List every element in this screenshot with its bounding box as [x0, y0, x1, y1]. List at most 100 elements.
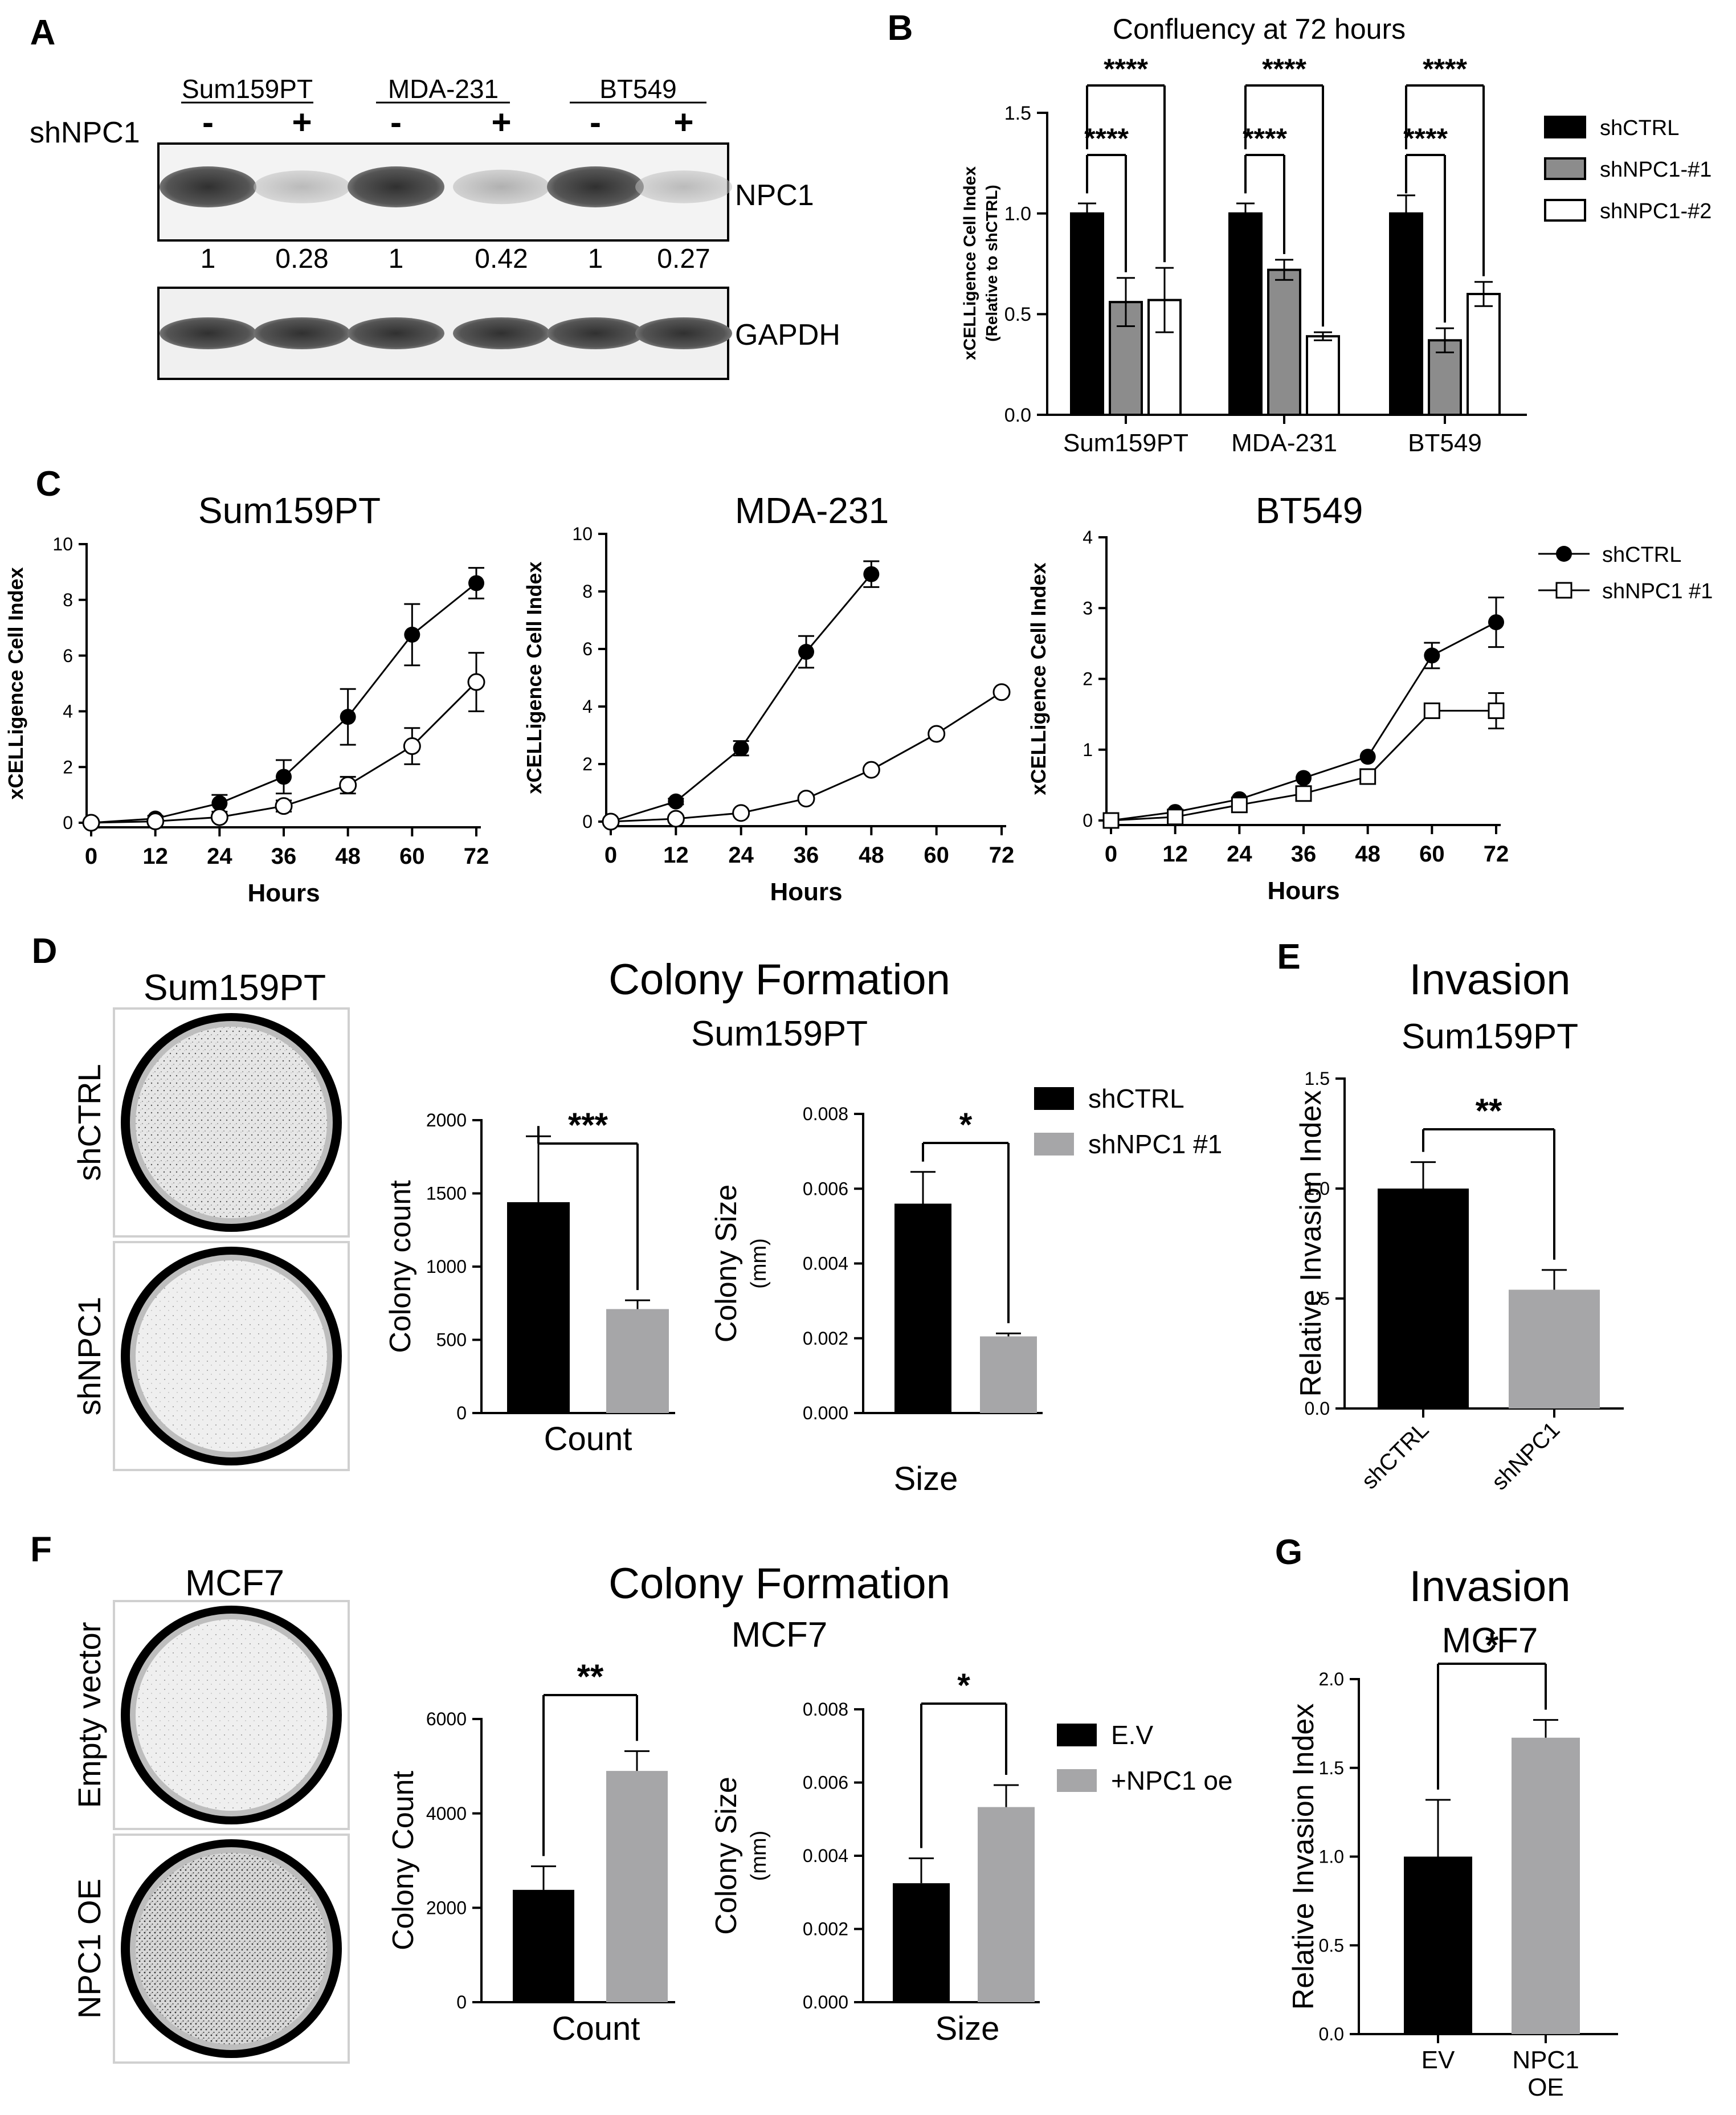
- data-point: [467, 673, 485, 691]
- y-tick-label: 8: [582, 581, 593, 602]
- y-tick-label: 0.008: [803, 1104, 848, 1124]
- legend-swatch: [1544, 157, 1586, 180]
- data-point: [928, 725, 946, 743]
- y-tick-label: 0.002: [803, 1919, 848, 1940]
- data-point: [1102, 812, 1120, 829]
- chart-title: MDA-231: [735, 490, 889, 531]
- y-tick-label: 1.5: [1319, 1758, 1344, 1778]
- data-point: [276, 769, 292, 785]
- bar: [1378, 1189, 1469, 1408]
- treatment-sign: +: [673, 103, 693, 141]
- heading-subtitle: Sum159PT: [1402, 1017, 1578, 1056]
- data-point: [275, 797, 293, 815]
- y-tick-label: 2: [1083, 669, 1093, 689]
- y-axis-label-secondary: (Relative to shCTRL): [983, 185, 1000, 341]
- x-axis-label: Size: [894, 1460, 958, 1497]
- chart-title: Sum159PT: [198, 490, 381, 531]
- significance-label: *: [1485, 1626, 1499, 1664]
- x-axis-label: Count: [544, 1420, 632, 1457]
- y-tick-label: 0.5: [1319, 1935, 1344, 1955]
- y-axis-label: Colony Count: [387, 1770, 420, 1950]
- y-tick-label: 2.0: [1319, 1669, 1344, 1689]
- blot-band: [348, 166, 444, 207]
- y-tick-label: 10: [52, 534, 73, 554]
- bar: [980, 1336, 1037, 1413]
- y-tick-label: 1.0: [1004, 203, 1031, 225]
- legend-marker: [1555, 582, 1572, 599]
- legend-label: shNPC1 #1: [1602, 579, 1713, 603]
- y-tick-label: 0: [456, 1403, 467, 1423]
- group-label: Sum159PT: [182, 74, 313, 104]
- legend-label: shNPC1-#2: [1600, 199, 1712, 223]
- significance-label: **: [1476, 1092, 1502, 1130]
- x-axis-label: Hours: [247, 879, 320, 907]
- x-tick-label: 48: [859, 843, 884, 868]
- blot-band: [160, 317, 256, 349]
- data-point: [146, 812, 165, 831]
- bar: [1228, 212, 1263, 416]
- data-point: [1231, 797, 1248, 814]
- y-axis-label: Colony count: [384, 1180, 417, 1353]
- significance-label: ****: [1403, 123, 1448, 154]
- significance-label: ****: [1104, 53, 1148, 85]
- blot-band: [254, 170, 350, 203]
- bar: [1389, 212, 1423, 416]
- x-tick-label: 24: [728, 843, 754, 868]
- blot-band: [635, 170, 732, 203]
- y-tick-label: 0.006: [803, 1178, 848, 1199]
- panel-letter-c: C: [36, 464, 62, 504]
- treatment-sign: -: [590, 103, 601, 141]
- data-point: [1167, 809, 1184, 826]
- y-tick-label: 10: [572, 524, 593, 544]
- heading-title: Invasion: [1409, 956, 1570, 1004]
- data-point: [862, 761, 880, 779]
- significance-label: ****: [1262, 53, 1306, 85]
- data-point: [340, 709, 356, 725]
- image-row-label: NPC1 OE: [71, 1879, 107, 2019]
- x-tick-label: 12: [1162, 842, 1188, 867]
- blot-band: [160, 166, 256, 207]
- legend-label: shCTRL: [1602, 543, 1681, 567]
- data-point: [1359, 749, 1376, 765]
- y-tick-label: 4: [63, 701, 73, 722]
- y-tick-label: 0.5: [1305, 1288, 1330, 1309]
- panel-letter-b: B: [888, 9, 913, 48]
- y-tick-label: 4: [582, 696, 593, 717]
- y-tick-label: 6000: [426, 1709, 467, 1729]
- heading-title: Invasion: [1409, 1562, 1570, 1611]
- data-point: [992, 683, 1011, 701]
- series-line: [610, 573, 872, 823]
- treatment-sign: +: [491, 103, 511, 141]
- dish-colonies: [136, 1027, 327, 1218]
- y-tick-label: 3: [1083, 598, 1093, 618]
- band-label: NPC1: [735, 179, 814, 212]
- x-axis-label: Hours: [1267, 877, 1339, 905]
- y-tick-label: 2: [63, 757, 73, 777]
- legend-label: shCTRL: [1088, 1084, 1184, 1113]
- x-tick-label: Sum159PT: [1063, 429, 1188, 457]
- y-tick-label: 0.5: [1004, 304, 1031, 325]
- y-tick-label: 0.0: [1004, 405, 1031, 426]
- y-tick-label: 1.5: [1305, 1068, 1330, 1089]
- x-tick-label: 12: [142, 844, 168, 869]
- x-tick-label: 24: [207, 844, 232, 869]
- x-tick-label: 60: [924, 843, 949, 868]
- significance-label: ****: [1243, 123, 1287, 154]
- data-point: [798, 644, 814, 660]
- image-title: Sum159PT: [144, 967, 326, 1008]
- dish-colonies: [136, 1853, 327, 2044]
- legend-marker: [1556, 546, 1572, 562]
- data-point: [1359, 768, 1376, 785]
- x-tick-label: OE: [1527, 2073, 1564, 2101]
- image-title: MCF7: [185, 1562, 284, 1603]
- treatment-sign: -: [390, 103, 402, 141]
- legend-swatch: [1034, 1133, 1074, 1156]
- data-point: [732, 804, 750, 822]
- panel-letter-e: E: [1277, 937, 1300, 977]
- y-axis-label: Relative Invasion Index: [1294, 1091, 1327, 1397]
- chart-title: BT549: [1256, 490, 1363, 531]
- y-tick-label: 500: [436, 1330, 467, 1350]
- y-tick-label: 0.004: [803, 1254, 848, 1274]
- y-tick-label: 0.006: [803, 1773, 848, 1793]
